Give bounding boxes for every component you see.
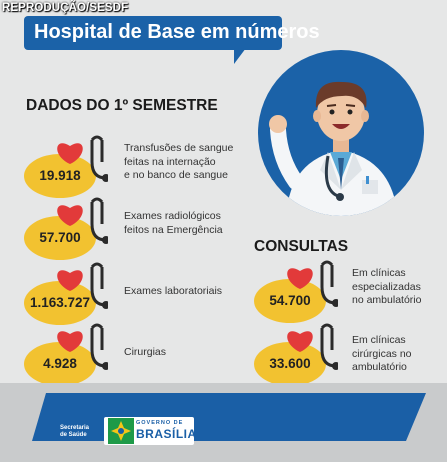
desc-line: no ambulatório — [352, 294, 422, 306]
desc-line: Em clínicas — [352, 267, 406, 279]
desc-line: e no banco de sangue — [124, 169, 228, 181]
consultas-heading: CONSULTAS — [254, 238, 349, 255]
desc-line: Exames radiológicos — [124, 210, 221, 222]
gov-small-text: GOVERNO DE — [136, 420, 184, 426]
stat-value: 19.918 — [39, 168, 81, 183]
desc-line: feitos na Emergência — [124, 223, 223, 236]
stat-value: 1.163.727 — [29, 295, 91, 310]
footer-band-edge — [32, 393, 46, 441]
stat-blob — [254, 342, 326, 386]
stat-blob — [254, 279, 326, 323]
stat-description: Transfusões de sangue feitas na internaç… — [124, 142, 264, 183]
desc-line: ambulatório — [352, 361, 407, 373]
stat-description: Em clínicas cirúrgicas no ambulatório — [352, 334, 442, 375]
stat-blob — [24, 342, 96, 386]
stat-value: 57.700 — [39, 230, 81, 245]
stethoscope-icon — [287, 323, 338, 370]
stethoscope-icon — [57, 135, 108, 182]
stat-description: Exames laboratoriais — [124, 285, 264, 299]
doctor-illustration — [258, 50, 424, 216]
desc-line: Transfusões de sangue — [124, 142, 234, 154]
stethoscope-icon — [287, 260, 338, 307]
semester-heading: DADOS DO 1º SEMESTRE — [26, 97, 218, 114]
image-credit: REPRODUÇÃO/SESDF — [2, 2, 129, 14]
desc-line: especializadas — [352, 280, 421, 293]
stat-blob — [24, 216, 96, 260]
desc-line: Em clínicas — [352, 334, 406, 346]
desc-line: cirúrgicas no — [352, 347, 412, 360]
desc-line: Cirurgias — [124, 346, 167, 358]
stat-blob — [24, 281, 96, 325]
stethoscope-icon — [57, 323, 108, 370]
brasilia-logo — [108, 418, 134, 444]
title-bubble — [24, 16, 282, 64]
footer-band — [46, 393, 406, 441]
stat-value: 33.600 — [269, 356, 311, 371]
stethoscope-icon — [57, 262, 108, 309]
stat-blob — [24, 154, 96, 198]
secretaria-label: Secretaria de Saúde — [60, 425, 90, 438]
stat-description: Em clínicas especializadas no ambulatóri… — [352, 267, 442, 308]
stat-value: 4.928 — [43, 356, 77, 371]
footer-band-edge — [406, 393, 426, 441]
desc-line: feitas na internação — [124, 155, 216, 168]
footer — [0, 383, 447, 462]
gov-big-text: BRASÍLIA — [136, 427, 197, 441]
page-title: Hospital de Base em números — [34, 21, 320, 43]
stethoscope-icon — [57, 197, 108, 244]
stat-description: Exames radiológicos feitos na Emergência — [124, 210, 264, 237]
stat-description: Cirurgias — [124, 346, 264, 360]
desc-line: Exames laboratoriais — [124, 285, 223, 297]
stat-value: 54.700 — [269, 293, 311, 308]
